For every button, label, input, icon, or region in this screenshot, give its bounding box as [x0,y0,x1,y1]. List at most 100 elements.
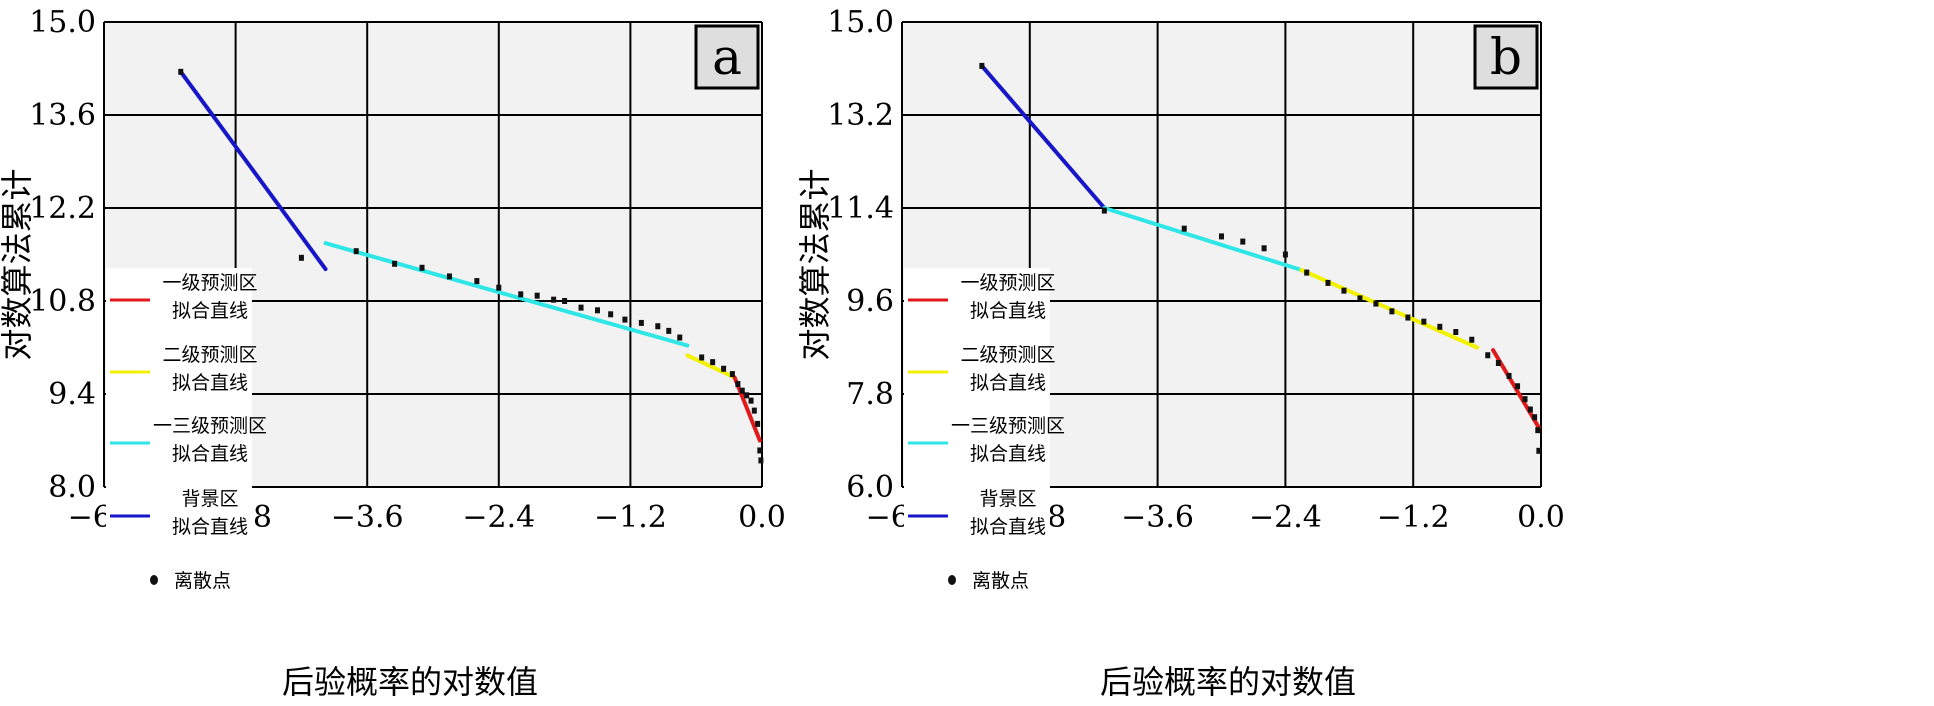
scatter-point [655,323,661,330]
scatter-point [757,447,763,454]
scatter-point [1536,447,1542,454]
scatter-point [608,311,614,318]
scatter-point [751,407,757,414]
x-tick-label: −3.6 [331,500,404,535]
x-tick-label: −3.6 [1121,500,1194,535]
scatter-point [1373,300,1379,307]
x-tick-label: 0.0 [1517,500,1565,535]
scatter-point [595,307,600,314]
scatter-point [1341,287,1347,294]
scatter-point [744,392,750,399]
y-tick-label: 9.4 [48,377,96,412]
legend-label: 离散点 [972,570,1029,592]
scatter-point [1421,318,1427,325]
panel-label-box [1473,24,1539,90]
scatter-point [622,316,628,323]
legend-label: 背景区 [979,488,1036,510]
scatter-point [748,397,754,404]
x-tick-label: −2.4 [462,500,535,535]
scatter-point [739,387,745,394]
scatter-point [666,327,672,334]
y-axis-title: 对数算法累计 [796,168,834,360]
scatter-point [1261,245,1267,252]
scatter-point [677,334,683,341]
legend-label: 二级预测区 [162,344,257,366]
scatter-point [578,304,584,311]
legend-label: 一级预测区 [960,272,1055,294]
fit-line-level23 [1102,206,1304,272]
scatter-point [1495,360,1501,366]
legend-label: 拟合直线 [970,516,1046,538]
scatter-point [710,359,716,366]
y-tick-label: 15.0 [827,5,894,40]
scatter-point [446,273,452,280]
scatter-point [1304,269,1310,276]
scatter-point [721,365,727,372]
fit-line-level23 [323,241,690,348]
legend-label: 背景区 [181,488,238,510]
legend-box [904,268,1050,602]
legend-label: 一三级预测区 [153,415,267,437]
legend-label: 拟合直线 [172,443,248,465]
scatter-point [638,319,644,326]
scatter-point [1515,383,1521,390]
scatter-point [1181,225,1187,232]
scatter-point [729,371,735,378]
x-tick-label: −2.4 [1249,500,1322,535]
y-tick-label: 13.2 [827,98,894,133]
x-tick-label: 0.0 [738,500,786,535]
legend-label: 离散点 [174,570,231,592]
fit-line-background [178,69,328,272]
scatter-point [518,291,524,298]
y-tick-label: 9.6 [846,284,894,319]
chart-panel-b: −6.0−4.8−3.6−2.4−1.20.06.07.89.611.413.2… [796,5,1565,701]
scatter-point [1485,352,1491,359]
scatter-point [1101,207,1107,214]
scatter-point [1219,233,1224,240]
scatter-point [1522,396,1528,403]
scatter-point [1240,238,1246,245]
legend-label: 拟合直线 [172,516,248,538]
y-tick-label: 7.8 [846,377,894,412]
x-axis-title: 后验概率的对数值 [282,663,538,701]
y-tick-label: 12.2 [29,191,96,226]
scatter-point [1527,406,1533,413]
scatter-point [1325,279,1331,286]
scatter-point [419,264,425,271]
panel-label: b [1490,28,1522,86]
legend-item: 离散点 [150,570,231,592]
panel-label-box [694,24,760,90]
fit-line-level1 [732,375,762,443]
y-axis-title: 对数算法累计 [0,168,36,360]
scatter-point [735,381,741,388]
scatter-point [1506,372,1512,379]
x-axis-title: 后验概率的对数值 [1100,663,1356,701]
scatter-point [551,296,557,303]
scatter-point [979,62,985,69]
scatter-point [474,278,480,285]
scatter-point [755,420,761,427]
scatter-point [1453,329,1459,335]
legend-label: 拟合直线 [970,372,1046,394]
legend-label: 拟合直线 [970,300,1046,322]
y-tick-label: 15.0 [29,5,96,40]
scatter-point [1282,251,1288,258]
legend-label: 拟合直线 [172,300,248,322]
y-tick-label: 6.0 [846,470,894,505]
scatter-point [1357,295,1363,302]
scatter-point [496,284,502,291]
legend-label: 一三级预测区 [951,415,1065,437]
scatter-point [758,457,764,464]
scatter-point [178,68,184,75]
y-tick-label: 11.4 [827,191,894,226]
